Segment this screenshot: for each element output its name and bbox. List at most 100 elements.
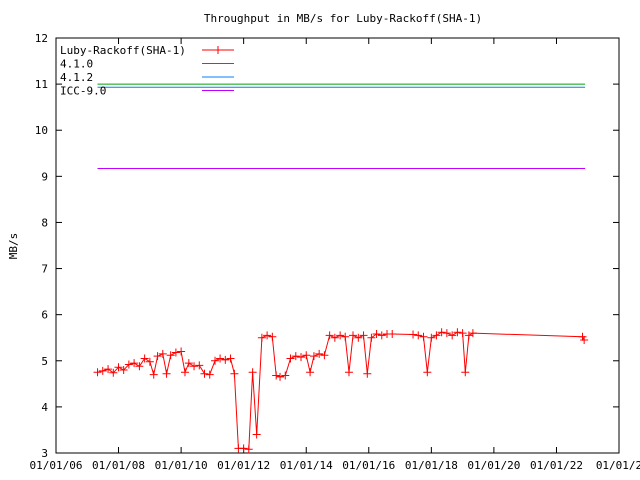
data-point bbox=[427, 333, 436, 342]
data-point bbox=[453, 328, 462, 337]
data-point bbox=[286, 354, 295, 363]
data-point bbox=[162, 369, 171, 378]
data-point bbox=[239, 444, 248, 453]
data-point bbox=[153, 352, 162, 361]
data-point bbox=[244, 445, 253, 454]
series-line bbox=[97, 331, 585, 450]
data-point bbox=[336, 331, 345, 340]
data-point bbox=[458, 329, 467, 338]
x-tick-label: 01/01/06 bbox=[30, 459, 83, 472]
x-tick-label: 01/01/16 bbox=[342, 459, 395, 472]
data-point bbox=[442, 329, 451, 338]
data-point bbox=[464, 331, 473, 340]
data-point bbox=[158, 349, 167, 358]
data-point bbox=[166, 351, 175, 360]
data-point bbox=[149, 370, 158, 379]
data-point bbox=[145, 357, 154, 366]
data-point bbox=[114, 363, 123, 372]
data-point bbox=[414, 331, 423, 340]
data-point bbox=[330, 333, 339, 342]
y-tick-label: 8 bbox=[41, 216, 48, 229]
data-point bbox=[372, 330, 381, 339]
data-point bbox=[448, 331, 457, 340]
data-point bbox=[230, 369, 239, 378]
data-point bbox=[216, 354, 225, 363]
legend-label: 4.1.2 bbox=[60, 71, 93, 84]
legend-marker bbox=[214, 46, 222, 54]
data-point bbox=[140, 354, 149, 363]
data-point bbox=[377, 331, 386, 340]
data-point bbox=[302, 351, 311, 360]
y-tick-label: 7 bbox=[41, 263, 48, 276]
x-axis: 01/01/06 01/01/08 01/01/10 01/01/12 01/01/14… bbox=[30, 38, 640, 472]
data-point bbox=[268, 332, 277, 341]
data-point bbox=[388, 330, 397, 339]
data-point bbox=[363, 369, 372, 378]
data-point bbox=[468, 329, 477, 338]
plot-frame bbox=[55, 37, 620, 454]
data-point bbox=[272, 371, 281, 380]
data-point bbox=[359, 331, 368, 340]
y-tick-label: 5 bbox=[41, 355, 48, 368]
x-tick-label: 01/01/08 bbox=[92, 459, 145, 472]
y-axis-label: MB/s bbox=[7, 233, 20, 260]
x-tick-label: 01/01/18 bbox=[405, 459, 458, 472]
y-axis: 3 4 5 6 7 8 9 10 11 12 bbox=[35, 32, 619, 460]
y-tick-label: 9 bbox=[41, 170, 48, 183]
x-tick-label: 01/01/2 bbox=[596, 459, 640, 472]
data-point bbox=[409, 330, 418, 339]
chart-title: Throughput in MB/s for Luby-Rackoff(SHA-… bbox=[204, 12, 482, 25]
data-point bbox=[281, 371, 290, 380]
data-point bbox=[221, 355, 230, 364]
data-point bbox=[437, 328, 446, 337]
data-point bbox=[297, 353, 306, 362]
x-tick-label: 01/01/20 bbox=[467, 459, 520, 472]
x-tick-label: 01/01/12 bbox=[217, 459, 270, 472]
data-point bbox=[93, 368, 102, 377]
y-tick-label: 6 bbox=[41, 309, 48, 322]
x-tick-label: 01/01/22 bbox=[530, 459, 583, 472]
data-point bbox=[419, 332, 428, 341]
y-tick-label: 4 bbox=[41, 401, 48, 414]
data-point bbox=[180, 368, 189, 377]
data-point bbox=[205, 370, 214, 379]
data-point bbox=[309, 352, 318, 361]
data-point bbox=[200, 369, 209, 378]
data-point bbox=[211, 356, 220, 365]
data-point bbox=[344, 368, 353, 377]
data-point bbox=[291, 352, 300, 361]
data-point bbox=[252, 430, 261, 439]
data-point bbox=[184, 359, 193, 368]
data-point bbox=[226, 354, 235, 363]
data-point bbox=[248, 368, 257, 377]
y-tick-label: 12 bbox=[35, 32, 48, 45]
x-tick-label: 01/01/14 bbox=[280, 459, 333, 472]
data-point bbox=[257, 333, 266, 342]
series-1 bbox=[93, 328, 589, 454]
legend-label: ICC-9.0 bbox=[60, 85, 106, 98]
data-point bbox=[578, 332, 587, 341]
data-point bbox=[263, 331, 272, 340]
data-point bbox=[325, 331, 334, 340]
data-point bbox=[190, 362, 199, 371]
data-point bbox=[124, 360, 133, 369]
data-point bbox=[135, 362, 144, 371]
data-point bbox=[315, 349, 324, 358]
legend-label: 4.1.0 bbox=[60, 58, 93, 71]
data-point bbox=[320, 351, 329, 360]
data-point bbox=[461, 368, 470, 377]
data-point bbox=[109, 368, 118, 377]
x-tick-label: 01/01/10 bbox=[155, 459, 208, 472]
data-point bbox=[367, 333, 376, 342]
data-point bbox=[580, 336, 589, 345]
data-point bbox=[177, 347, 186, 356]
data-point bbox=[306, 368, 315, 377]
legend-label: Luby-Rackoff(SHA-1) bbox=[60, 44, 186, 57]
data-point bbox=[195, 361, 204, 370]
y-tick-label: 11 bbox=[35, 78, 48, 91]
data-point bbox=[98, 366, 107, 375]
data-point bbox=[104, 365, 113, 374]
data-point bbox=[341, 332, 350, 341]
